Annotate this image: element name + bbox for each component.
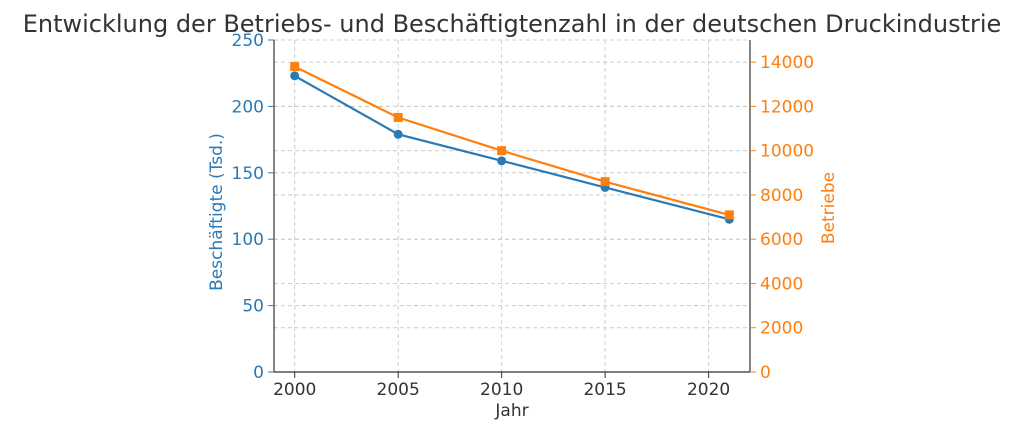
y-left-tick-label: 50 <box>242 297 264 317</box>
y-right-tick-label: 4000 <box>760 274 803 294</box>
x-tick-label: 2000 <box>273 380 316 400</box>
series-line-betriebe <box>294 65 730 216</box>
data-point-betriebe <box>724 210 734 220</box>
y-right-tick-label: 14000 <box>760 53 814 73</box>
x-tick-label: 2010 <box>480 380 523 400</box>
x-tick-label: 2005 <box>377 380 420 400</box>
y-left-tick-label: 100 <box>232 230 264 250</box>
x-axis-label: Jahr <box>494 401 528 421</box>
y-right-tick-label: 8000 <box>760 186 803 206</box>
y-left-tick-label: 250 <box>232 31 264 51</box>
y-axis-right-label: Betriebe <box>819 172 839 244</box>
data-point-beschaeftigte <box>393 129 403 139</box>
x-tick-label: 2020 <box>687 380 730 400</box>
data-point-beschaeftigte <box>497 156 507 166</box>
data-point-beschaeftigte <box>290 71 300 81</box>
data-point-betriebe <box>600 177 610 187</box>
data-point-betriebe <box>393 112 403 122</box>
y-axis-left-label: Beschäftigte (Tsd.) <box>207 133 227 291</box>
y-left-tick-label: 150 <box>232 164 264 184</box>
y-left-tick-label: 200 <box>232 97 264 117</box>
data-point-betriebe <box>290 62 300 72</box>
data-point-betriebe <box>497 146 507 156</box>
y-left-tick-label: 0 <box>253 363 264 383</box>
y-right-tick-label: 12000 <box>760 97 814 117</box>
y-right-tick-label: 6000 <box>760 230 803 250</box>
chart-title: Entwicklung der Betriebs- und Beschäftig… <box>23 10 1002 38</box>
y-right-tick-label: 2000 <box>760 319 803 339</box>
y-right-tick-label: 10000 <box>760 142 814 162</box>
series <box>290 62 734 224</box>
y-right-tick-label: 0 <box>760 363 771 383</box>
x-tick-label: 2015 <box>583 380 626 400</box>
axes: 2000 2005 2010 2015 2020 0 50 100 150 200 250 0 2000… <box>232 31 815 400</box>
